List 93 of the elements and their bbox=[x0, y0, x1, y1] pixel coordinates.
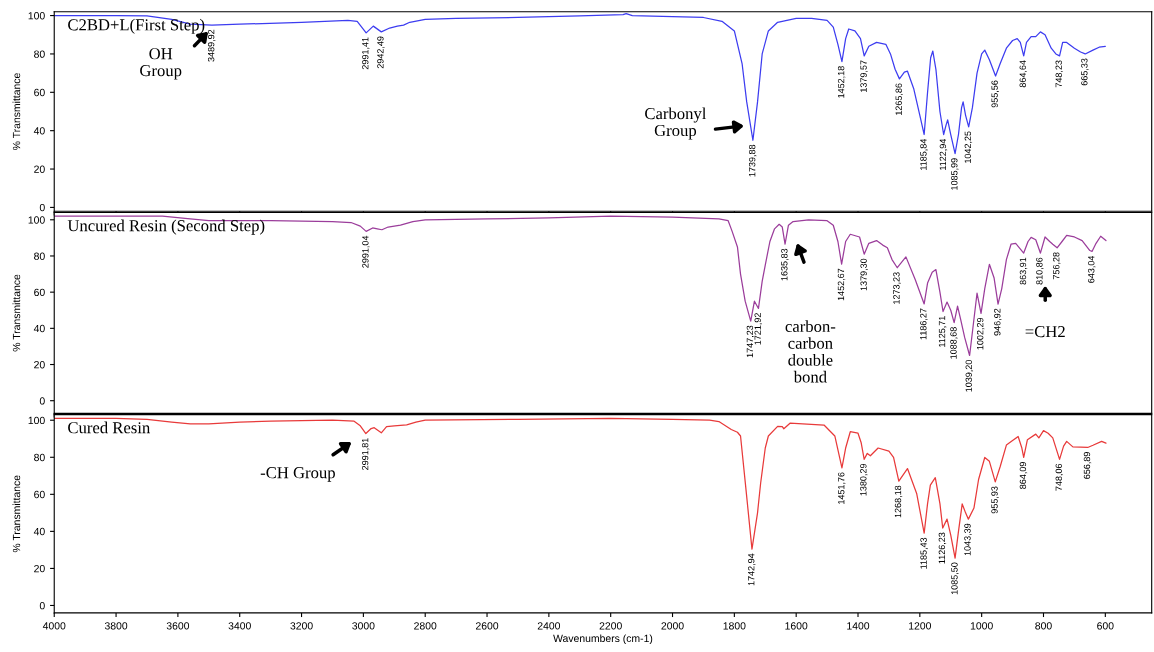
annotation: -CH Group bbox=[260, 467, 335, 482]
x-tick-label: 2000 bbox=[661, 622, 684, 630]
annotation: carbon- carbon double bond bbox=[785, 320, 836, 383]
x-tick-label: 1800 bbox=[723, 622, 746, 630]
annotation: 1043,39 bbox=[964, 523, 972, 556]
x-tick-label: 800 bbox=[1035, 622, 1052, 630]
annotation: 863,91 bbox=[1019, 257, 1028, 285]
y-tick-label: 100 bbox=[28, 12, 45, 20]
x-tick-label: 600 bbox=[1097, 622, 1114, 630]
annotation: 1721,92 bbox=[754, 313, 762, 345]
y-axis-title: % Transmittance bbox=[12, 274, 21, 352]
y-tick-label: 100 bbox=[28, 416, 45, 425]
y-tick-label: 60 bbox=[34, 490, 45, 499]
annotation: 1085,99 bbox=[951, 158, 959, 190]
x-tick-label: 1200 bbox=[909, 622, 932, 630]
x-tick-label: 3000 bbox=[352, 622, 375, 630]
y-tick-label: 20 bbox=[34, 361, 45, 369]
annotation: 810,86 bbox=[1036, 257, 1044, 285]
x-tick-label: 4000 bbox=[42, 622, 66, 630]
annotation: 665,33 bbox=[1081, 58, 1089, 86]
y-tick-label: 0 bbox=[39, 203, 45, 212]
annotation: 3489,92 bbox=[207, 29, 216, 62]
y-tick-label: 20 bbox=[34, 165, 45, 173]
x-tick-label: 3200 bbox=[290, 622, 313, 630]
x-tick-label: 1600 bbox=[785, 622, 808, 630]
annotation: 1273,23 bbox=[893, 272, 901, 304]
x-axis-title: Wavenumbers (cm-1) bbox=[553, 634, 653, 645]
annotation: 1088,68 bbox=[950, 327, 958, 359]
x-tick-label: 1400 bbox=[847, 622, 870, 630]
y-tick-label: 80 bbox=[34, 252, 45, 260]
annotation: 946,92 bbox=[994, 308, 1002, 336]
annotation: 1268,18 bbox=[894, 485, 903, 518]
annotation: 1122,94 bbox=[939, 138, 948, 170]
y-tick-label: 0 bbox=[39, 397, 45, 405]
annotation: 1452,18 bbox=[837, 66, 846, 98]
annotation: 2991,04 bbox=[362, 235, 370, 268]
y-tick-label: 80 bbox=[34, 453, 45, 462]
y-tick-label: 60 bbox=[34, 288, 45, 297]
annotation: 748,06 bbox=[1055, 463, 1064, 491]
annotation: 1039,20 bbox=[965, 359, 974, 392]
annotation: OH Group bbox=[140, 48, 182, 80]
annotation: 2991,81 bbox=[361, 438, 370, 470]
annotation: 1635,83 bbox=[781, 248, 789, 281]
y-tick-label: 80 bbox=[34, 50, 45, 58]
y-tick-label: 20 bbox=[34, 564, 45, 573]
annotation: 1379,30 bbox=[860, 258, 868, 291]
annotation: 1042,25 bbox=[964, 131, 973, 163]
y-axis-title: % Transmittance bbox=[12, 73, 21, 150]
annotation: 748,23 bbox=[1055, 60, 1063, 88]
annotation: 1451,76 bbox=[838, 472, 846, 504]
y-tick-label: 40 bbox=[33, 127, 45, 135]
annotation: 1379,57 bbox=[860, 60, 868, 92]
annotation: 1085,50 bbox=[951, 562, 959, 595]
annotation: 864,64 bbox=[1019, 60, 1027, 88]
annotation: 1380,29 bbox=[860, 463, 868, 496]
annotation: 656,89 bbox=[1083, 452, 1092, 479]
annotation: 2942,49 bbox=[377, 36, 385, 69]
annotation: 1452,67 bbox=[837, 268, 846, 301]
annotation: 1747,23 bbox=[746, 325, 755, 358]
annotation: 643,04 bbox=[1088, 255, 1096, 283]
y-axis-title: % Transmittance bbox=[12, 475, 21, 553]
x-tick-label: 2800 bbox=[414, 622, 437, 630]
x-tick-label: 3600 bbox=[166, 622, 190, 630]
y-tick-label: 0 bbox=[39, 601, 45, 610]
annotation: 955,56 bbox=[991, 80, 999, 108]
y-tick-label: 60 bbox=[34, 88, 45, 97]
annotation: =CH2 bbox=[1025, 326, 1065, 338]
x-tick-label: 3400 bbox=[228, 622, 251, 630]
y-tick-label: 40 bbox=[33, 527, 45, 536]
x-tick-label: 2600 bbox=[475, 622, 499, 630]
series-label: Uncured Resin (Second Step) bbox=[67, 219, 265, 235]
annotation: 1265,86 bbox=[895, 83, 903, 115]
y-tick-label: 100 bbox=[28, 216, 45, 224]
annotation: 1739,88 bbox=[748, 144, 757, 177]
x-tick-label: 2400 bbox=[537, 622, 561, 630]
annotation: Carbonyl Group bbox=[645, 107, 707, 140]
x-tick-label: 1000 bbox=[970, 622, 993, 630]
annotation: 1125,71 bbox=[938, 316, 947, 347]
annotation: 955,93 bbox=[991, 486, 999, 514]
x-tick-label: 2200 bbox=[599, 622, 622, 630]
annotation: 1185,84 bbox=[920, 138, 928, 170]
y-tick-label: 40 bbox=[33, 324, 45, 333]
annotation: 2991,41 bbox=[362, 37, 370, 70]
x-tick-label: 3800 bbox=[104, 622, 128, 630]
annotation: 1186,27 bbox=[920, 308, 928, 340]
annotation: 1002,29 bbox=[976, 317, 985, 350]
series-label: Cured Resin bbox=[68, 421, 151, 434]
annotation: 864,09 bbox=[1019, 462, 1028, 489]
annotation: 756,28 bbox=[1053, 252, 1061, 280]
annotation: 1742,94 bbox=[748, 553, 756, 586]
annotation: 1126,23 bbox=[938, 532, 947, 564]
series-label: C2BD+L(First Step) bbox=[68, 18, 205, 34]
annotation: 1185,43 bbox=[920, 537, 928, 569]
